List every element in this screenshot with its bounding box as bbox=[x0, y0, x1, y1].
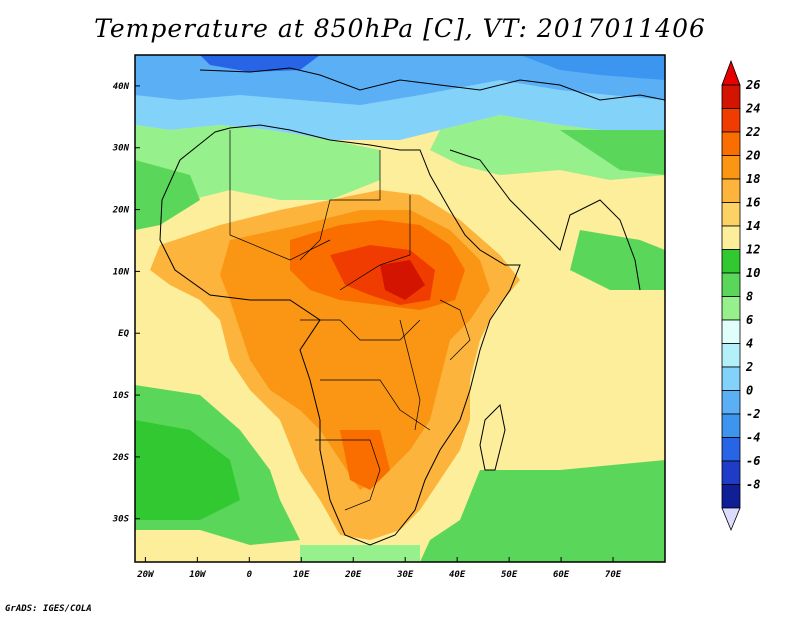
colorbar-swatch-17 bbox=[721, 484, 741, 509]
lon-tick-label-5: 30E bbox=[396, 570, 414, 580]
colorbar-label-11: 4 bbox=[746, 337, 753, 351]
colorbar-label-3: 20 bbox=[745, 149, 760, 163]
colorbar-swatch-3 bbox=[721, 155, 741, 180]
colorbar-swatch-1 bbox=[721, 108, 741, 133]
lat-tick-label-3: 10N bbox=[113, 267, 130, 277]
lon-tick-label-9: 70E bbox=[605, 570, 622, 580]
colorbar-label-10: 6 bbox=[746, 313, 753, 327]
colorbar-swatch-7 bbox=[721, 249, 741, 274]
lon-tick-label-7: 50E bbox=[501, 570, 518, 580]
border-e bbox=[320, 379, 431, 431]
colorbar-swatch-16 bbox=[721, 460, 741, 485]
lon-axis: 20W 10W 0 10E 20E 30E 40E 50E 60E 70E bbox=[136, 557, 622, 580]
colorbar-swatch-14 bbox=[721, 413, 741, 438]
colorbar-swatch-15 bbox=[721, 437, 741, 462]
plot-frame bbox=[134, 54, 666, 563]
lat-tick-label-4: EQ bbox=[118, 329, 129, 339]
temperature-field bbox=[135, 55, 665, 562]
border-h bbox=[399, 319, 421, 431]
colorbar-swatch-12 bbox=[721, 366, 741, 391]
border-c bbox=[339, 195, 411, 291]
border-b bbox=[229, 130, 331, 261]
colorbar-label-2: 22 bbox=[745, 125, 760, 139]
colorbar-swatch-5 bbox=[721, 202, 741, 227]
map-title: Temperature at 850hPa [C], VT: 201701140… bbox=[94, 14, 706, 43]
lat-tick-label-0: 40N bbox=[113, 82, 130, 92]
country-borders bbox=[229, 130, 471, 511]
field-cold-asia bbox=[520, 55, 665, 80]
lat-tick-label-7: 30S bbox=[112, 515, 130, 525]
lon-tick-label-8: 60E bbox=[553, 570, 570, 580]
field-green-south-indian bbox=[420, 460, 665, 562]
field-cool-cape bbox=[300, 545, 420, 562]
lat-tick-label-6: 20S bbox=[112, 453, 130, 463]
arabia-coast bbox=[449, 149, 641, 291]
europe-coast bbox=[199, 67, 665, 101]
colorbar-label-6: 14 bbox=[746, 219, 760, 233]
field-green-iran bbox=[560, 130, 665, 175]
colorbar-label-15: -4 bbox=[746, 431, 760, 445]
colorbar-label-4: 18 bbox=[746, 172, 760, 186]
colorbar-swatch-2 bbox=[721, 131, 741, 156]
madagascar-coast bbox=[479, 403, 506, 471]
colorbar-label-1: 24 bbox=[745, 102, 760, 116]
lat-tick-label-2: 20N bbox=[112, 206, 130, 216]
field-green-atlantic bbox=[135, 160, 200, 230]
colorbar-swatch-0 bbox=[721, 84, 741, 109]
colorbar-label-7: 12 bbox=[746, 243, 760, 257]
colorbar-swatch-9 bbox=[721, 296, 741, 321]
field-green-indian-ocean-north bbox=[570, 230, 665, 290]
colorbar-label-13: 0 bbox=[746, 384, 753, 398]
colorbar-label-5: 16 bbox=[746, 196, 760, 210]
colorbar-swatch-10 bbox=[721, 319, 741, 344]
colorbar-label-9: 8 bbox=[746, 290, 753, 304]
lon-tick-label-0: 20W bbox=[136, 570, 155, 580]
field-deep-green-south-atlantic bbox=[135, 420, 240, 520]
field-cool-west-sahara bbox=[135, 125, 380, 230]
field-sudan-max bbox=[380, 260, 425, 300]
lon-tick-label-2: 0 bbox=[247, 570, 253, 580]
colorbar-bottom-arrow bbox=[721, 507, 741, 532]
colorbar-label-14: -2 bbox=[746, 407, 760, 421]
colorbar-label-8: 10 bbox=[746, 266, 760, 280]
colorbar-label-17: -8 bbox=[746, 478, 760, 492]
colorbar-label-0: 26 bbox=[745, 78, 760, 92]
colorbar-swatch-13 bbox=[721, 390, 741, 415]
colorbar-label-12: 2 bbox=[745, 360, 753, 374]
lon-tick-label-1: 10W bbox=[189, 570, 207, 580]
lat-axis: 40N 30N 20N 10N EQ 10S 20S 30S bbox=[112, 82, 140, 525]
colorbar-swatch-4 bbox=[721, 178, 741, 203]
footer-credit: GrADS: IGES/COLA bbox=[5, 604, 92, 614]
lon-tick-label-4: 20E bbox=[344, 570, 362, 580]
africa-coast bbox=[159, 124, 521, 546]
lat-tick-label-1: 30N bbox=[112, 144, 130, 154]
lat-tick-label-5: 10S bbox=[113, 391, 130, 401]
colorbar-swatch-6 bbox=[721, 225, 741, 250]
border-f bbox=[315, 439, 381, 511]
border-d bbox=[300, 319, 421, 341]
border-a bbox=[299, 150, 381, 261]
lon-tick-label-6: 40E bbox=[449, 570, 466, 580]
coastlines bbox=[159, 67, 665, 546]
field-kalahari-hot bbox=[340, 430, 390, 490]
colorbar-label-16: -6 bbox=[746, 454, 760, 468]
lon-tick-label-3: 10E bbox=[293, 570, 310, 580]
colorbar-top-arrow bbox=[721, 59, 741, 86]
colorbar-swatch-8 bbox=[721, 272, 741, 297]
colorbar-swatch-11 bbox=[721, 343, 741, 368]
border-g bbox=[439, 299, 471, 361]
